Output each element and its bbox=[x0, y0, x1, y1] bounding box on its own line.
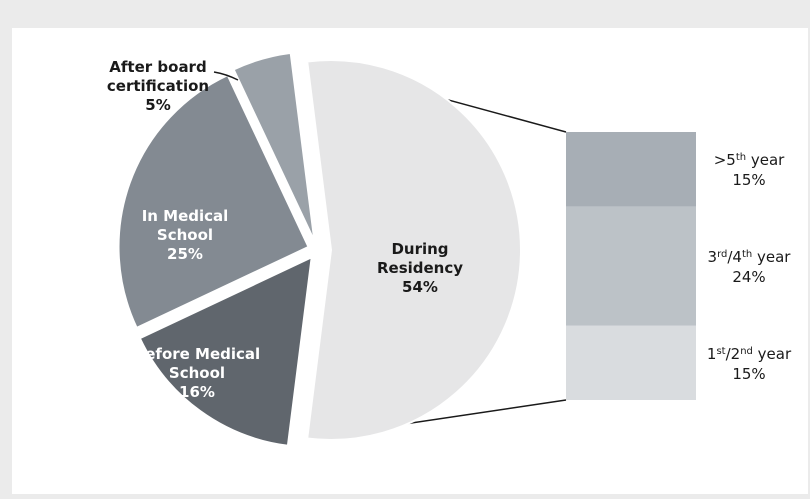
bar-segment-gt5th-year bbox=[566, 132, 696, 207]
label-after-board-certification: After board certification 5% bbox=[107, 58, 209, 114]
pie-slices bbox=[117, 51, 522, 447]
label-during-residency: During Residency 54% bbox=[377, 240, 463, 296]
breakdown-bar bbox=[566, 132, 696, 400]
label-before-medical-school: Before Medical School 16% bbox=[134, 345, 260, 401]
bar-label-1st-2nd-year: 1st/2nd year bbox=[707, 345, 792, 363]
breakdown-labels: 1st/2nd year 15% 3rd/4th year 24% >5th year 1… bbox=[707, 151, 792, 383]
bar-segment-1st-2nd-year bbox=[566, 325, 696, 400]
bar-value-gt5th-year: 15% bbox=[732, 171, 765, 189]
slice-after-board-certification bbox=[232, 51, 316, 242]
bar-label-gt5th-year: >5th year bbox=[714, 151, 785, 169]
slice-during-residency bbox=[306, 59, 522, 441]
pie-labels: During Residency 54% In Medical School 25% Bef… bbox=[107, 58, 463, 401]
slice-in-medical-school bbox=[117, 73, 310, 330]
label-in-medical-school: In Medical School 25% bbox=[142, 207, 229, 263]
pie-of-bar-chart: During Residency 54% In Medical School 25% Bef… bbox=[107, 51, 792, 447]
bar-segment-3rd-4th-year bbox=[566, 206, 696, 326]
leader-line-after-board bbox=[213, 71, 239, 81]
slice-before-medical-school bbox=[138, 255, 313, 447]
bar-value-3rd-4th-year: 24% bbox=[732, 268, 765, 286]
bar-label-3rd-4th-year: 3rd/4th year bbox=[708, 248, 792, 266]
bar-value-1st-2nd-year: 15% bbox=[732, 365, 765, 383]
chart-panel: During Residency 54% In Medical School 25% Bef… bbox=[12, 28, 808, 494]
